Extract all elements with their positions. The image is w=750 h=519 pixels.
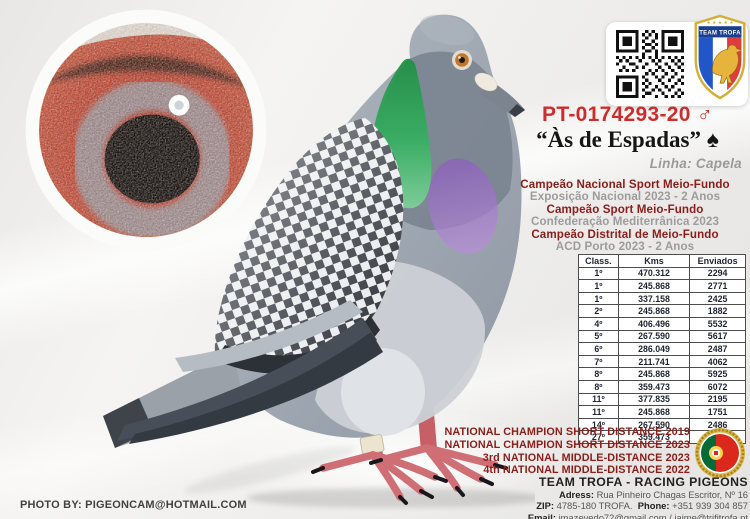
table-row: 8º 359.473 6072 [578,379,746,394]
pigeon-name: “Às de Espadas” ♠ [505,127,750,153]
team-trofa-crest: TEAM TROFA ★ ★ ★ ★ ★ [694,14,746,100]
zip-value: 4785-180 TROFA. [556,500,633,512]
ring-number: PT-0174293-20 [542,103,691,126]
results-table-container: Class. Kms Enviados 1º 470.312 2294 1º 245.… [578,254,746,444]
table-row: 1º 470.312 2294 [578,266,746,281]
table-row: 6º 286.049 2487 [578,342,746,356]
table-row: 4º 406.496 5532 [578,316,746,331]
col-class: Class. [578,254,619,268]
table-header-row: Class. Kms Enviados [578,254,746,268]
table-row: 1º 245.868 2771 [578,279,746,293]
crest-team-name: TEAM TROFA [699,31,741,37]
col-enviados: Enviados [689,254,746,268]
table-row: 1º 337.158 2425 [578,291,746,306]
table-row: 5º 267.590 5617 [578,329,746,344]
bloodline: Linha: Capela [649,156,742,171]
national-honors: NATIONAL CHAMPION SHORT DISTANCE 2019 NA… [355,426,690,477]
honor-line: 3rd NATIONAL MIDDLE-DISTANCE 2023 [482,451,690,464]
table-row: 7º 211.741 4062 [578,354,746,369]
contact-address: Adress: Rua Pinheiro Chagas Escritor, Nº… [448,489,748,500]
qr-code [616,30,684,98]
contact-block: TEAM TROFA - RACING PIGEONS Adress: Rua … [448,476,748,519]
portugal-badge [695,428,745,478]
col-kms: Kms [617,254,691,268]
honor-line: NATIONAL CHAMPION SHORT DISTANCE 2019 [444,426,690,438]
phone-label: Phone: [637,500,670,512]
photo-credit: PHOTO BY: PIGEONCAM@HOTMAIL.COM [20,499,247,511]
championship-titles: Campeão Nacional Sport Meio-Fundo Exposi… [500,178,750,254]
email-value: jmazevedo72@gmail.com / jaime@trifitrofa… [558,511,748,519]
honor-line: NATIONAL CHAMPION SHORT DISTANCE 2023 [444,438,690,451]
title-detail: Confederação Mediterrânica 2023 [530,215,720,229]
table-row: 8º 245.868 5925 [578,367,746,381]
address-value: Rua Pinheiro Chagas Escritor, Nº 16 [596,489,748,500]
phone-value: +351 939 304 857 [672,500,748,512]
contact-zip-phone: ZIP: 4785-180 TROFA. Phone: +351 939 304… [448,500,748,511]
pigeon-name-text: “Às de Espadas” [536,127,701,152]
table-row: 2º 245.868 1882 [578,304,746,318]
contact-email: Email: jmazevedo72@gmail.com / jaime@tri… [448,512,748,519]
address-label: Adress: [559,489,594,500]
zip-label: ZIP: [536,500,554,512]
spade-icon: ♠ [706,127,719,152]
title-detail: Exposição Nacional 2023 - 2 Anos [529,190,721,204]
table-row: 11º 245.868 1751 [578,405,746,419]
org-name: TEAM TROFA - RACING PIGEONS [538,475,748,489]
results-table: Class. Kms Enviados 1º 470.312 2294 1º 245.… [578,254,746,444]
email-label: Email: [527,511,556,519]
crest-stars-icon: ★ ★ ★ ★ ★ [707,20,734,26]
male-symbol-icon: ♂ [696,103,713,126]
ring-id: PT-0174293-20 ♂ [505,103,750,127]
table-row: 11º 377.835 2195 [578,392,746,407]
title-detail: ACD Porto 2023 - 2 Anos [555,240,695,254]
eye-closeup-photo [25,9,267,251]
